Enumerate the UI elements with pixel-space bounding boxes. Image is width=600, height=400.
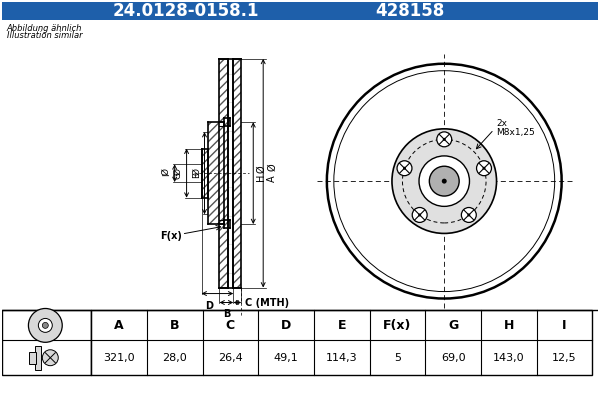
Text: I: I [161,174,170,176]
Text: B: B [223,310,230,320]
Text: 5: 5 [394,353,401,363]
Text: M8x1,25: M8x1,25 [496,128,535,137]
Bar [208,122,224,224]
Circle shape [412,208,427,222]
Text: Illustration similar: Illustration similar [7,31,82,40]
Bar [233,59,241,288]
Circle shape [467,214,470,216]
Text: D: D [281,319,291,332]
Text: 28,0: 28,0 [162,353,187,363]
Circle shape [403,167,406,170]
Circle shape [397,161,412,176]
Bar [29,352,37,364]
Text: 143,0: 143,0 [493,353,525,363]
Bar [229,59,233,288]
Circle shape [442,179,447,184]
Text: 24.0128-0158.1: 24.0128-0158.1 [112,2,259,20]
Text: Ø: Ø [267,163,277,171]
Text: 321,0: 321,0 [103,353,135,363]
Text: 428158: 428158 [375,2,444,20]
Bar [224,220,230,228]
Bar [202,148,208,198]
Text: G: G [448,319,458,332]
Circle shape [482,167,485,170]
Text: Ø: Ø [256,165,266,173]
Text: 26,4: 26,4 [218,353,243,363]
Text: E: E [193,172,202,178]
Text: D: D [205,300,214,310]
Text: A: A [114,319,124,332]
Circle shape [476,161,491,176]
Text: H: H [504,319,514,332]
Text: F(x): F(x) [160,226,221,241]
Circle shape [43,322,49,328]
Text: Ø: Ø [173,168,182,175]
Text: 12,5: 12,5 [553,353,577,363]
Circle shape [437,132,452,147]
Text: E: E [338,319,346,332]
Text: Ø: Ø [193,168,202,175]
Text: 2x: 2x [496,119,507,128]
Circle shape [392,129,497,234]
Circle shape [38,318,52,332]
Text: I: I [562,319,567,332]
Bar [2,310,91,375]
Text: 69,0: 69,0 [441,353,466,363]
Text: C (MTH): C (MTH) [245,298,289,308]
Bar [224,118,230,126]
Text: F(x): F(x) [383,319,412,332]
Text: 114,3: 114,3 [326,353,358,363]
Circle shape [461,208,476,222]
Text: G: G [173,172,182,179]
Text: Ø: Ø [161,168,170,175]
Bar [35,346,41,370]
Bar [2,2,598,20]
Text: B: B [170,319,179,332]
Bar [91,310,592,375]
Circle shape [43,350,58,366]
Text: C: C [226,319,235,332]
Circle shape [418,214,421,216]
Text: A: A [267,176,277,182]
Circle shape [419,156,469,206]
Circle shape [430,166,459,196]
Text: 49,1: 49,1 [274,353,298,363]
Circle shape [443,138,446,141]
Text: Abbildung ähnlich: Abbildung ähnlich [7,24,82,33]
Circle shape [28,308,62,342]
Bar [220,59,229,288]
Text: H: H [256,174,266,181]
